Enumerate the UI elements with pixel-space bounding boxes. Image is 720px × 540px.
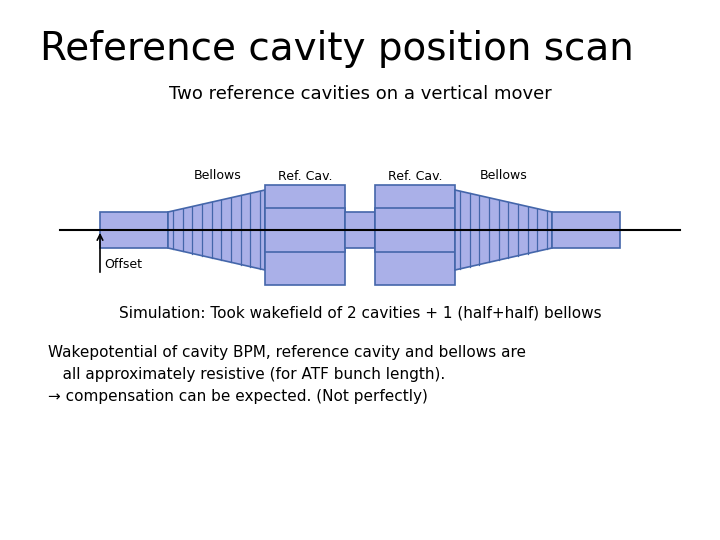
Bar — [100, 212, 168, 248]
Text: → compensation can be expected. (Not perfectly): → compensation can be expected. (Not per… — [48, 389, 428, 404]
Text: Ref. Cav.: Ref. Cav. — [388, 170, 442, 183]
Text: Ref. Cav.: Ref. Cav. — [278, 170, 332, 183]
Text: Simulation: Took wakefield of 2 cavities + 1 (half+half) bellows: Simulation: Took wakefield of 2 cavities… — [119, 305, 601, 320]
Text: Bellows: Bellows — [480, 169, 528, 182]
Text: all approximately resistive (for ATF bunch length).: all approximately resistive (for ATF bun… — [48, 367, 445, 382]
Polygon shape — [455, 190, 552, 270]
Text: Bellows: Bellows — [194, 169, 242, 182]
Polygon shape — [168, 190, 265, 270]
Text: Wakepotential of cavity BPM, reference cavity and bellows are: Wakepotential of cavity BPM, reference c… — [48, 345, 526, 360]
Text: Offset: Offset — [104, 258, 142, 271]
Bar — [552, 212, 620, 248]
Text: Two reference cavities on a vertical mover: Two reference cavities on a vertical mov… — [168, 85, 552, 103]
Bar — [375, 208, 455, 252]
Bar — [345, 212, 375, 248]
Bar — [265, 185, 345, 285]
Text: Reference cavity position scan: Reference cavity position scan — [40, 30, 634, 68]
Bar — [265, 208, 345, 252]
Bar — [375, 185, 455, 285]
